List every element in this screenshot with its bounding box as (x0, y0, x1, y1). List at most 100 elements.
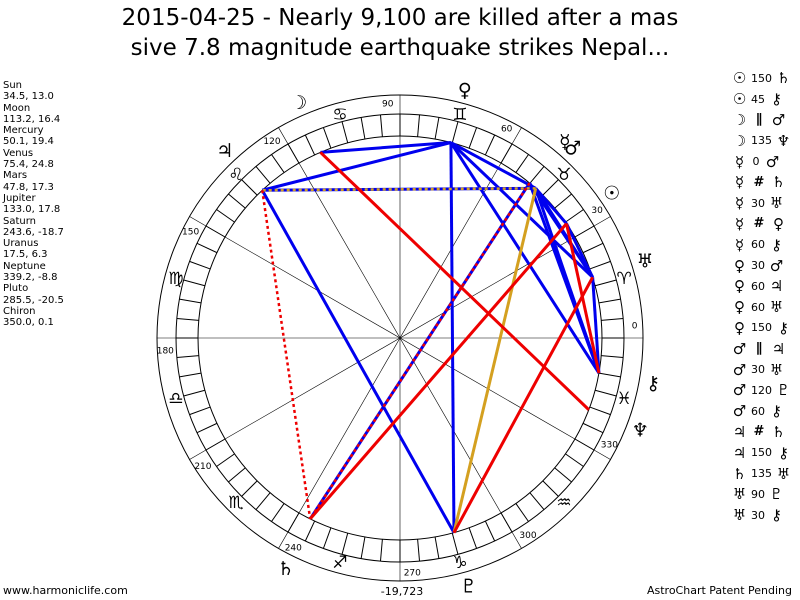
planet-glyph: ♇ (460, 576, 477, 598)
aspect-planet-glyph: ⚷ (771, 506, 782, 525)
zodiac-sign-glyph: ♋ (332, 105, 347, 125)
aspect-angle: 60 (751, 404, 765, 418)
aspect-angle: 0 (752, 155, 760, 169)
aspect-row: ♂ 120 ♇ (730, 380, 798, 401)
degree-tick (468, 127, 478, 149)
degree-tick (565, 453, 584, 467)
aspect-planet-glyph: ⚷ (771, 90, 782, 109)
degree-tick (360, 117, 366, 140)
degree-tick (594, 279, 617, 287)
degree-label: 90 (382, 99, 394, 109)
planet-name: Venus (3, 147, 34, 159)
zodiac-sign-glyph: ♊ (452, 105, 467, 125)
degree-tick (179, 372, 202, 378)
degree-label: 60 (501, 125, 513, 135)
degree-tick (417, 539, 421, 562)
aspect-angle: 60 (751, 279, 765, 293)
aspect-planet-glyph: ☿ (734, 194, 745, 213)
planet-name: Chiron (3, 305, 36, 317)
aspect-angle: 90 (751, 487, 765, 501)
degree-label: 150 (182, 227, 199, 237)
aspect-line (534, 187, 568, 225)
aspect-planet-glyph: ♅ (732, 485, 747, 504)
aspect-planet-glyph: ♄ (771, 173, 786, 192)
aspect-line (449, 141, 601, 374)
planet-position: 339.2, -8.8 (3, 272, 58, 284)
planet-position-list: Sun 34.5, 13.0 Moon 113.2, 16.4 Mercury … (3, 80, 64, 329)
degree-tick (582, 422, 604, 434)
aspect-row: ♀ 60 ♅ (730, 297, 798, 318)
aspect-row: ♀ 60 ♃ (730, 276, 798, 297)
website-url[interactable]: www.harmoniclife.com (3, 584, 128, 597)
aspect-symbol: ∥ (755, 341, 763, 357)
planet-position: 133.0, 17.8 (3, 204, 61, 216)
aspect-planet-glyph: ☉ (732, 69, 747, 88)
degree-tick (241, 480, 258, 497)
degree-tick (341, 121, 349, 144)
aspect-planet-glyph: ♆ (776, 131, 791, 150)
aspect-angle: 135 (751, 134, 772, 148)
planet-position: 113.2, 16.4 (3, 113, 61, 125)
planet-glyph: ♅ (637, 251, 654, 273)
aspect-symbol: # (753, 424, 765, 440)
aspect-symbol: ∥ (755, 112, 763, 128)
planet-name: Uranus (3, 238, 39, 250)
aspect-line (452, 276, 594, 534)
degree-tick (601, 355, 624, 359)
aspect-line (565, 222, 594, 278)
degree-tick (542, 480, 559, 497)
degree-tick (451, 121, 459, 144)
aspect-planet-glyph: ♀ (734, 298, 745, 317)
aspect-line (449, 141, 594, 279)
degree-tick (554, 193, 572, 209)
aspect-planet-glyph: ♃ (771, 339, 786, 358)
degree-tick (554, 467, 572, 483)
degree-tick (529, 492, 545, 510)
aspect-planet-glyph: ♀ (734, 318, 745, 337)
aspect-row: ☽ ∥ ♂ (730, 110, 798, 131)
planet-glyph: ♆ (632, 419, 649, 441)
aspect-planet-glyph: ☿ (734, 214, 745, 233)
degree-tick (255, 492, 271, 510)
zodiac-sign-glyph: ♍ (168, 269, 183, 289)
planet-name: Pluto (3, 283, 29, 295)
aspect-planet-glyph: ♇ (776, 381, 791, 400)
aspect-line (319, 151, 590, 411)
planet-glyph: ☽ (290, 92, 307, 114)
degree-tick (183, 389, 206, 397)
aspect-row: ♃ 150 ⚷ (730, 442, 798, 463)
aspect-planet-glyph: ♅ (776, 464, 791, 483)
degree-tick (322, 527, 332, 549)
planet-name: Mercury (3, 125, 44, 137)
degree-tick (189, 406, 211, 416)
aspect-row: ♂ 30 ♅ (730, 359, 798, 380)
aspect-angle: 30 (751, 196, 765, 210)
aspect-angle: 135 (751, 467, 772, 481)
degree-tick (379, 539, 383, 562)
aspect-row: ♀ 30 ♂ (730, 255, 798, 276)
degree-tick (176, 355, 199, 359)
planet-position: 47.8, 17.3 (3, 181, 54, 193)
aspect-planet-glyph: ☉ (732, 90, 747, 109)
aspect-symbol: # (753, 174, 765, 190)
planet-position: 350.0, 0.1 (3, 317, 54, 329)
zodiac-sign-glyph: ♑ (452, 553, 467, 573)
planet-name: Jupiter (3, 192, 36, 204)
aspect-row: ♄ 135 ♅ (730, 463, 798, 484)
aspect-planet-glyph: ♃ (732, 422, 747, 441)
zodiac-sign-glyph: ♌ (228, 165, 243, 185)
aspect-line (534, 187, 601, 374)
degree-tick (255, 166, 271, 184)
degree-tick (589, 260, 611, 270)
aspect-planet-glyph: ♅ (769, 194, 784, 213)
aspect-planet-glyph: ⚷ (771, 402, 782, 421)
zodiac-sign-glyph: ♎ (168, 389, 183, 409)
aspect-row: ♂ 60 ⚷ (730, 401, 798, 422)
degree-tick (241, 179, 258, 196)
aspect-planet-glyph: ♀ (773, 214, 784, 233)
aspect-row: ☽ 135 ♆ (730, 130, 798, 151)
aspect-angle: 150 (751, 71, 772, 85)
aspect-planet-glyph: ♃ (732, 443, 747, 462)
aspect-planet-glyph: ♂ (732, 339, 747, 358)
planet-glyph: ♄ (277, 558, 294, 580)
